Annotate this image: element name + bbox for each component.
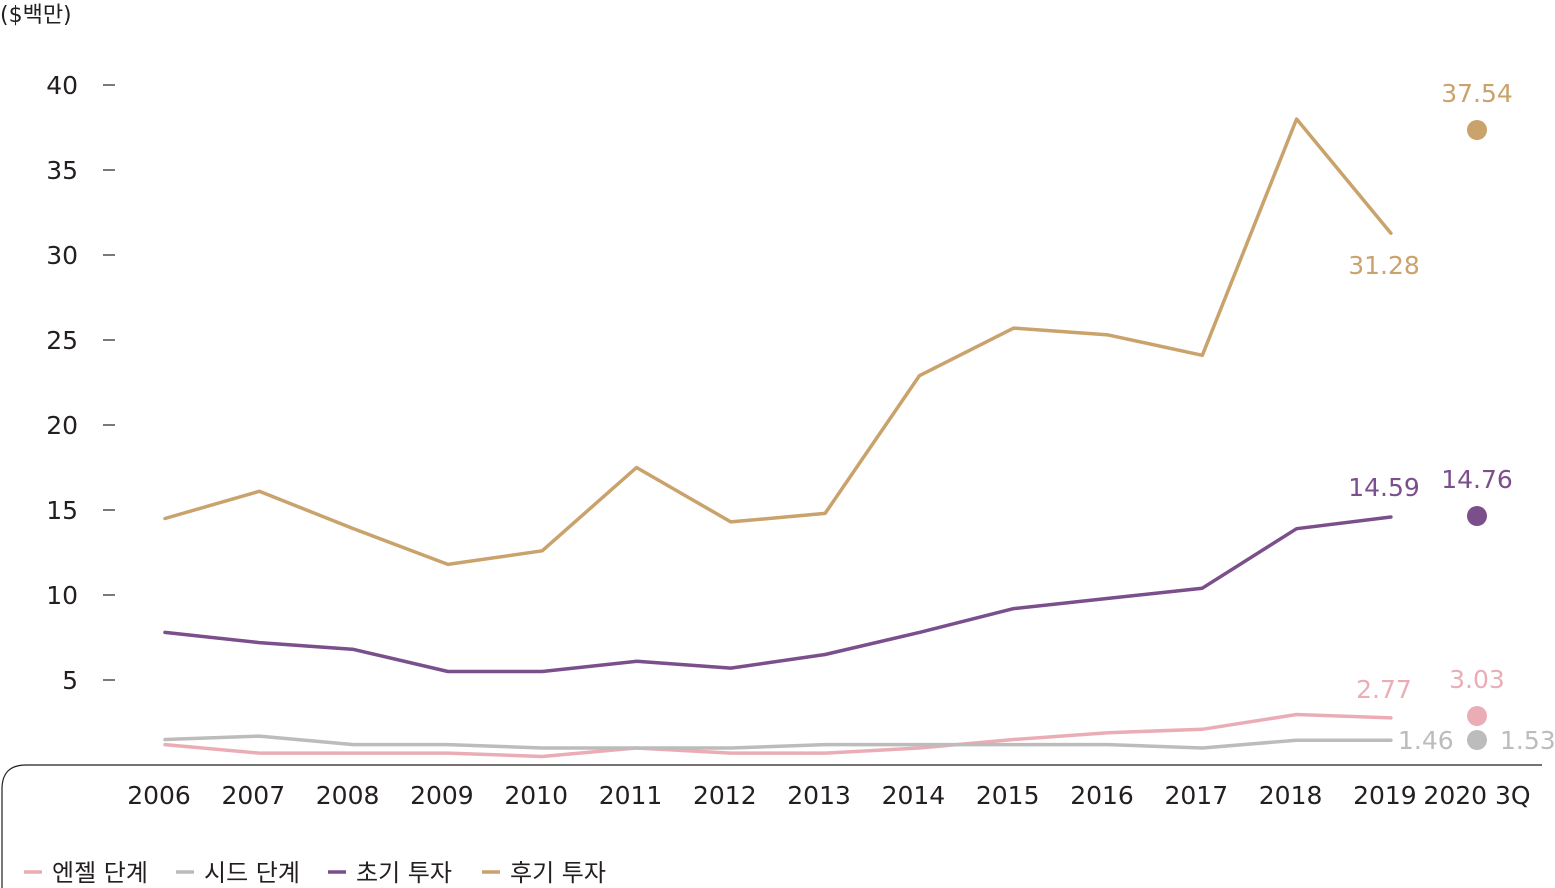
x-tick-label: 2020 3Q	[1423, 781, 1530, 810]
x-axis: 2006 2007 2008 2009 2010 2011 2012 2013 2014 2015…	[127, 781, 1530, 810]
legend-label: 후기 투자	[510, 859, 606, 887]
data-label-2020-3q: 14.76	[1441, 465, 1513, 494]
x-axis-frame	[1, 764, 1542, 888]
y-tick-label: 10	[46, 581, 78, 610]
series-line	[163, 712, 1393, 759]
series-line	[163, 734, 1393, 750]
legend-label: 시드 단계	[204, 859, 300, 887]
x-tick-label: 2019	[1353, 781, 1417, 810]
y-tick-label: 5	[62, 666, 78, 695]
series-line	[163, 515, 1393, 674]
x-tick-label: 2018	[1259, 781, 1323, 810]
x-tick-label: 2015	[976, 781, 1040, 810]
point-2020-3q	[1467, 120, 1487, 140]
data-label-2019: 14.59	[1348, 473, 1420, 502]
x-tick-label: 2010	[504, 781, 568, 810]
y-tick-label: 25	[46, 326, 78, 355]
data-labels: 2.77 3.03 1.46 1.53 14.59 14.76 31.28 37.54	[1348, 79, 1555, 755]
series-lines	[163, 117, 1393, 759]
x-tick-label: 2008	[316, 781, 380, 810]
data-label-2020-3q: 3.03	[1449, 665, 1505, 694]
y-tick-label: 30	[46, 241, 78, 270]
x-tick-label: 2016	[1070, 781, 1134, 810]
data-label-2020-3q: 1.53	[1500, 726, 1555, 755]
series-line	[163, 117, 1393, 567]
y-tick-label: 35	[46, 156, 78, 185]
legend: 엔젤 단계 시드 단계 초기 투자 후기 투자	[24, 859, 606, 887]
x-tick-label: 2011	[599, 781, 663, 810]
y-tick-label: 40	[46, 71, 78, 100]
point-2020-3q	[1467, 506, 1487, 526]
data-label-2019: 31.28	[1348, 251, 1420, 280]
x-tick-label: 2014	[882, 781, 946, 810]
data-label-2019: 1.46	[1398, 726, 1454, 755]
x-tick-label: 2009	[410, 781, 474, 810]
y-tick-label: 20	[46, 411, 78, 440]
x-tick-label: 2017	[1164, 781, 1228, 810]
y-unit-label: ($백만)	[0, 3, 72, 28]
series-2020-points	[1467, 120, 1487, 750]
y-tick-label: 15	[46, 496, 78, 525]
x-tick-label: 2007	[221, 781, 285, 810]
y-axis: 5 10 15 20 25 30 35 40	[46, 71, 115, 695]
x-tick-label: 2013	[787, 781, 851, 810]
legend-label: 엔젤 단계	[52, 859, 148, 887]
data-label-2019: 2.77	[1356, 675, 1412, 704]
point-2020-3q	[1467, 730, 1487, 750]
legend-label: 초기 투자	[356, 859, 452, 887]
point-2020-3q	[1467, 706, 1487, 726]
data-label-2020-3q: 37.54	[1441, 79, 1513, 108]
x-tick-label: 2006	[127, 781, 191, 810]
x-tick-label: 2012	[693, 781, 757, 810]
